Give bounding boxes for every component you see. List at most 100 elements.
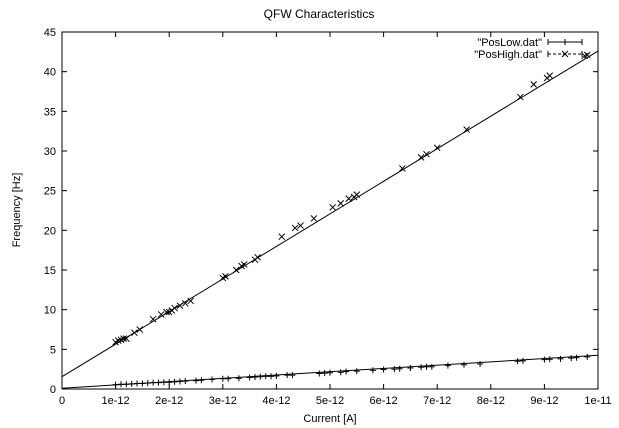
data-point-poslow: [423, 363, 430, 370]
data-point-poslow: [112, 381, 119, 388]
y-tick-label: 25: [44, 186, 56, 198]
data-point-poshigh: [399, 165, 406, 172]
x-tick-label: 4e-12: [262, 395, 290, 407]
data-point-poslow: [380, 366, 387, 373]
data-point-poslow: [327, 369, 333, 376]
y-tick-label: 10: [44, 305, 56, 317]
data-point-poslow: [514, 358, 521, 365]
data-point-poshigh: [546, 72, 554, 79]
data-point-poshigh: [171, 304, 178, 312]
y-tick-label: 40: [44, 67, 56, 79]
data-point-poshigh: [136, 326, 144, 333]
data-point-poslow: [284, 372, 291, 379]
data-point-poslow: [337, 369, 344, 376]
data-point-poslow: [568, 355, 575, 362]
data-point-poshigh: [240, 261, 248, 268]
y-tick-label: 30: [44, 146, 56, 158]
data-point-poslow: [519, 357, 526, 364]
y-tick-label: 15: [44, 265, 56, 277]
y-axis-label: Frequency [Hz]: [11, 173, 23, 248]
data-point-poslow: [584, 353, 591, 360]
data-point-poshigh: [433, 144, 441, 152]
data-point-poshigh: [329, 203, 337, 211]
data-point-poshigh: [583, 51, 591, 59]
data-point-poslow: [225, 375, 232, 382]
data-point-poslow: [268, 373, 275, 380]
data-point-poslow: [139, 380, 146, 387]
legend-marker-cross: [561, 50, 569, 58]
data-point-poslow: [343, 368, 350, 375]
data-point-poshigh: [310, 215, 318, 222]
data-point-poslow: [418, 364, 425, 371]
data-point-poslow: [134, 380, 141, 387]
data-point-poslow: [235, 375, 242, 382]
data-point-poshigh: [423, 150, 430, 158]
data-point-poslow: [155, 379, 162, 386]
data-point-poslow: [407, 364, 414, 371]
x-tick-label: 0: [59, 395, 65, 407]
data-point-poslow: [273, 372, 280, 379]
data-point-poshigh: [163, 308, 170, 316]
legend-sample-poslow: [547, 39, 583, 45]
y-tick-label: 45: [44, 27, 56, 39]
data-point-poslow: [428, 363, 435, 370]
data-point-poslow: [316, 370, 323, 377]
data-point-poshigh: [417, 153, 425, 161]
y-tick-label: 20: [44, 225, 56, 237]
data-point-poslow: [171, 378, 178, 385]
data-point-poshigh: [278, 233, 286, 241]
data-point-poslow: [391, 366, 398, 373]
data-point-poslow: [477, 361, 484, 368]
data-point-poslow: [246, 374, 253, 381]
data-point-poslow: [117, 381, 124, 388]
x-tick-label: 8e-12: [477, 395, 505, 407]
data-point-poshigh: [463, 126, 471, 133]
data-point-poshigh: [187, 297, 194, 305]
x-tick-label: 1e-12: [102, 395, 130, 407]
data-point-poslow: [444, 362, 451, 369]
x-tick-label: 5e-12: [316, 395, 344, 407]
data-point-poslow: [541, 356, 548, 363]
x-tick-label: 6e-12: [370, 395, 398, 407]
x-tick-label: 7e-12: [423, 395, 451, 407]
y-tick-label: 5: [50, 344, 56, 356]
data-point-poslow: [166, 379, 173, 386]
data-point-poshigh: [122, 335, 130, 342]
y-tick-label: 35: [44, 106, 56, 118]
data-point-poshigh: [297, 222, 304, 229]
data-point-poslow: [150, 379, 157, 386]
data-point-poshigh: [345, 195, 353, 202]
data-point-poslow: [257, 373, 264, 380]
data-point-poslow: [176, 378, 183, 385]
data-point-poshigh: [254, 253, 261, 261]
legend-sample-poshigh: [547, 50, 583, 58]
data-point-poslow: [289, 372, 296, 379]
data-point-poslow: [219, 375, 226, 382]
data-point-poshigh: [291, 224, 299, 232]
data-point-poslow: [557, 355, 564, 362]
data-point-poshigh: [181, 299, 189, 307]
data-point-poslow: [209, 376, 216, 383]
x-tick-label: 3e-12: [209, 395, 237, 407]
x-axis-label: Current [A]: [303, 413, 356, 425]
data-point-poshigh: [516, 93, 524, 101]
data-point-poslow: [160, 379, 167, 386]
data-point-poslow: [144, 380, 151, 387]
chart-title: QFW Characteristics: [264, 7, 375, 21]
data-point-poslow: [353, 368, 360, 375]
data-point-poshigh: [120, 335, 127, 342]
legend-marker-plus: [562, 39, 568, 45]
x-tick-label: 1e-11: [584, 395, 611, 407]
data-point-poshigh: [353, 191, 361, 198]
data-point-poslow: [198, 377, 205, 384]
data-point-poslow: [321, 370, 328, 377]
data-point-poshigh: [337, 200, 345, 207]
data-point-poslow: [461, 361, 467, 368]
data-point-poshigh: [131, 329, 138, 337]
fit-lines: [61, 50, 599, 389]
data-point-poslow: [251, 374, 258, 381]
data-point-poslow: [182, 378, 189, 385]
data-point-poshigh: [530, 81, 538, 88]
x-tick-label: 2e-12: [155, 395, 183, 407]
